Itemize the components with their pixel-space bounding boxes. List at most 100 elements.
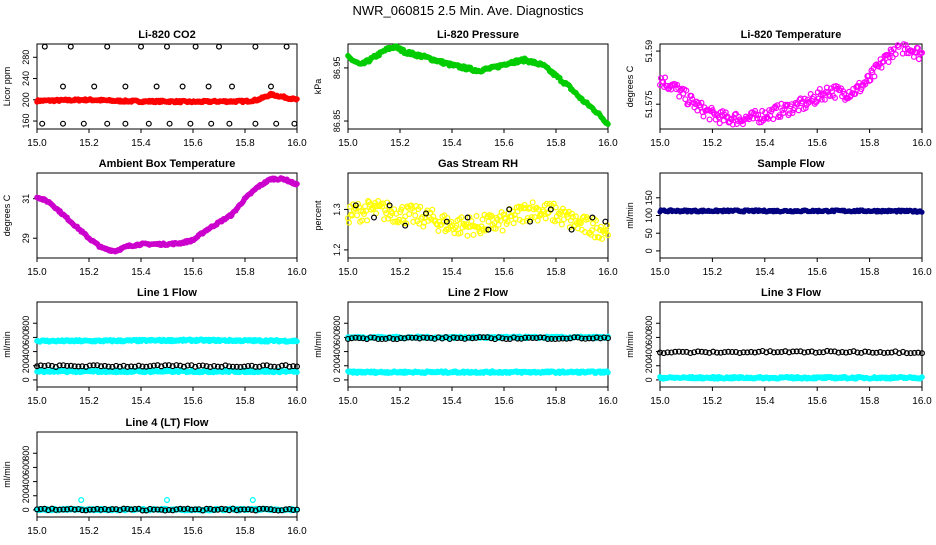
data-point [294, 369, 300, 375]
y-tick-label: 200 [644, 358, 654, 373]
data-point [588, 227, 595, 234]
data-point [826, 93, 833, 100]
x-tick-label: 15.2 [79, 138, 99, 149]
chart-title: Line 4 (LT) Flow [126, 417, 209, 429]
chart-title: Li-820 Temperature [741, 29, 842, 41]
x-tick-label: 15.6 [183, 267, 203, 278]
plot-frame [659, 43, 923, 130]
x-tick-label: 16.0 [912, 267, 932, 278]
data-point [187, 120, 194, 127]
data-point [78, 497, 85, 504]
x-tick-label: 16.0 [912, 138, 932, 149]
data-point [700, 113, 707, 120]
data-point [542, 215, 549, 222]
x-tick-label: 15.0 [27, 267, 47, 278]
x-tick-label: 15.2 [703, 396, 723, 407]
data-point [688, 92, 695, 99]
data-point [487, 213, 494, 220]
y-tick-label: 600 [21, 460, 31, 475]
y-tick-label: 200 [21, 488, 31, 503]
plot-frame [347, 43, 609, 130]
data-point [689, 96, 696, 103]
y-tick-label: 0 [644, 248, 654, 253]
x-tick-label: 15.0 [27, 138, 47, 149]
data-point [605, 121, 611, 127]
data-point [780, 109, 787, 116]
data-point [895, 43, 902, 50]
chart-panel-5: Gas Stream RH 15.0 15.2 15.4 15.6 15.8 16.0 1.2… [313, 158, 618, 278]
data-point [795, 107, 802, 114]
data-point [534, 217, 541, 224]
x-tick-label: 16.0 [598, 396, 618, 407]
y-tick-label: 800 [21, 316, 31, 331]
data-point [919, 374, 925, 380]
data-point [784, 101, 791, 108]
x-tick-label: 16.0 [912, 396, 932, 407]
data-point [516, 216, 523, 223]
y-axis-label: ml/min [2, 461, 12, 488]
data-point [572, 213, 579, 220]
data-point [352, 202, 359, 209]
data-point [716, 120, 723, 127]
data-point [519, 218, 526, 225]
chart-title: Li-820 Pressure [437, 29, 519, 41]
data-point [682, 96, 689, 103]
series-2 [656, 347, 925, 357]
x-tick-label: 15.2 [79, 526, 99, 537]
x-tick-label: 15.0 [650, 396, 670, 407]
x-tick-label: 15.8 [235, 138, 255, 149]
data-point [205, 83, 212, 90]
chart-panel-1: Li-820 CO2 15.0 15.2 15.4 15.6 15.8 16.0 160 200… [2, 29, 307, 149]
data-point [521, 201, 528, 208]
x-tick-label: 16.0 [598, 138, 618, 149]
chart-title: Gas Stream RH [438, 158, 518, 170]
data-point [208, 120, 215, 127]
x-tick-label: 16.0 [287, 526, 307, 537]
y-axis-label: degrees C [625, 65, 635, 107]
data-point [396, 216, 403, 223]
x-tick-label: 15.2 [79, 267, 99, 278]
data-point [380, 200, 387, 207]
data-point [596, 226, 603, 233]
y-tick-label: 800 [332, 316, 342, 331]
data-point [591, 234, 598, 241]
x-tick-label: 15.6 [494, 138, 514, 149]
data-point [691, 104, 698, 111]
data-point [683, 87, 690, 94]
x-tick-label: 15.0 [650, 138, 670, 149]
x-tick-label: 15.8 [860, 396, 880, 407]
data-point [686, 99, 693, 106]
y-tick-label: 400 [21, 344, 31, 359]
data-point [412, 212, 419, 219]
data-point [435, 227, 442, 234]
x-tick-label: 15.6 [183, 138, 203, 149]
data-point [867, 77, 874, 84]
data-point [576, 219, 583, 226]
data-point [229, 83, 236, 90]
data-point [816, 85, 823, 92]
x-tick-label: 15.8 [860, 267, 880, 278]
data-point [885, 59, 892, 66]
chart-panel-10: Line 4 (LT) Flow 15.0 15.2 15.4 15.6 15.8 16.0… [2, 417, 307, 537]
x-tick-label: 15.8 [546, 396, 566, 407]
x-tick-label: 15.4 [755, 138, 775, 149]
data-point [80, 120, 87, 127]
data-point [252, 43, 259, 50]
data-point [485, 218, 492, 225]
series-1 [345, 43, 611, 127]
chart-panel-6: Sample Flow 15.0 15.2 15.4 15.6 15.8 16.0 0 50 10… [625, 158, 932, 278]
data-point [429, 206, 436, 213]
plot-frame [659, 172, 923, 259]
data-point [268, 83, 275, 90]
data-point [850, 85, 857, 92]
data-point [473, 213, 480, 220]
data-point [535, 206, 542, 213]
x-tick-label: 15.4 [755, 267, 775, 278]
y-axis-label: ml/min [2, 331, 12, 358]
chart-panel-8: Line 2 Flow 15.0 15.2 15.4 15.6 15.8 16.0 0 2004… [313, 287, 618, 407]
plot-frame [36, 43, 298, 130]
data-point [871, 73, 878, 80]
data-point [757, 115, 764, 122]
y-tick-label: 86.95 [332, 57, 342, 80]
